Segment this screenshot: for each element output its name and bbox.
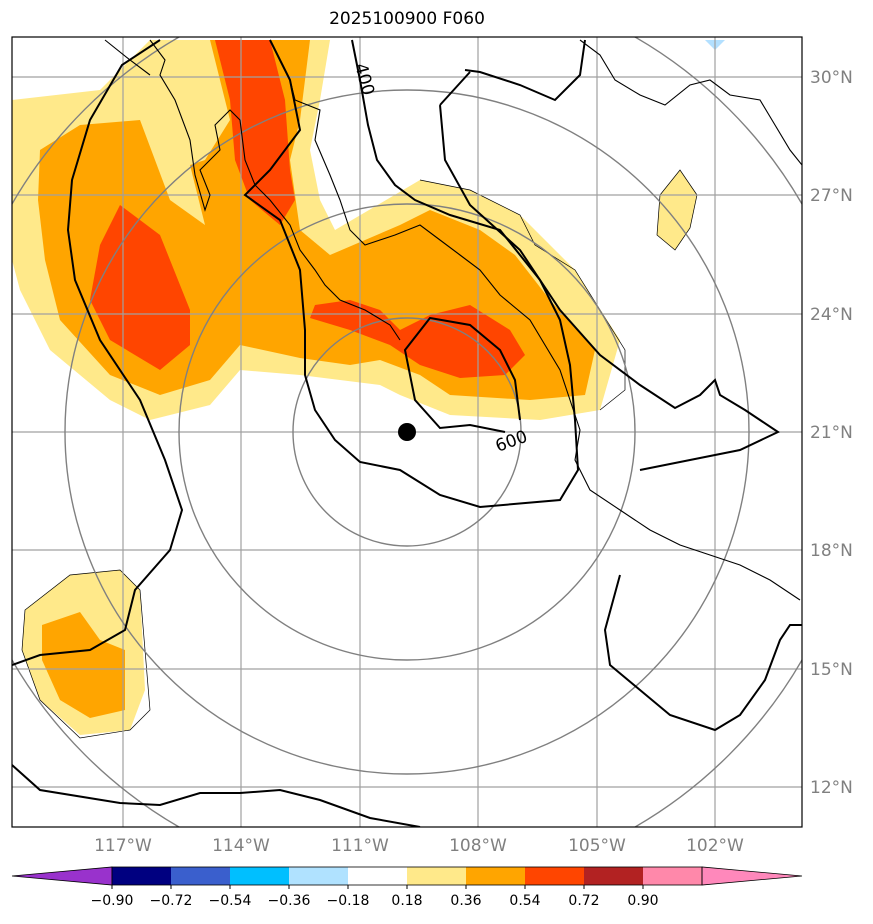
contour-east bbox=[464, 39, 586, 102]
range-ring-1 bbox=[292, 317, 522, 547]
figure-title: 2025100900 F060 bbox=[329, 9, 485, 29]
colorbar-tick-label: 0.18 bbox=[391, 893, 422, 909]
lon-label-105: 105°W bbox=[568, 836, 626, 856]
shade-red-region-west bbox=[90, 205, 190, 370]
coast-mainland-west bbox=[269, 39, 801, 601]
shade-red-region-north bbox=[215, 40, 295, 225]
contour-east-2 bbox=[439, 71, 781, 471]
map-border bbox=[11, 36, 803, 828]
coast-mainland-north bbox=[579, 39, 802, 166]
lon-label-117: 117°W bbox=[94, 836, 152, 856]
colorbar-tick-label: 0.72 bbox=[568, 893, 599, 909]
lat-label-27: 27°N bbox=[810, 186, 853, 206]
contour-label-400: 400 bbox=[350, 61, 378, 98]
colorbar-tick-label: 0.90 bbox=[627, 893, 658, 909]
shade-outline-east bbox=[656, 169, 698, 251]
contour-600 bbox=[403, 316, 521, 433]
contour-southeast bbox=[603, 574, 802, 732]
lat-label-30: 30°N bbox=[810, 68, 853, 88]
colorbar-tick-label: 0.36 bbox=[450, 893, 481, 909]
contour-west bbox=[12, 39, 184, 666]
shade-east-yellow bbox=[657, 170, 697, 250]
colorbar-tick-label: −0.72 bbox=[150, 893, 193, 909]
contour-south bbox=[12, 764, 421, 827]
lon-labels: 117°W 114°W 111°W 108°W 105°W 102°W bbox=[94, 836, 744, 856]
geopotential-contours bbox=[12, 39, 802, 827]
colorbar-tick-label: −0.90 bbox=[91, 893, 134, 909]
lat-label-15: 15°N bbox=[810, 660, 853, 680]
range-ring-3 bbox=[64, 89, 750, 775]
contour-400 bbox=[243, 39, 580, 509]
lat-labels: 30°N 27°N 24°N 21°N 18°N 15°N 12°N bbox=[810, 68, 853, 798]
lon-label-114: 114°W bbox=[212, 836, 270, 856]
lat-label-18: 18°N bbox=[810, 541, 853, 561]
colorbar-tick-label: −0.54 bbox=[209, 893, 252, 909]
colorbar-tick-label: 0.54 bbox=[509, 893, 540, 909]
map-content: 400 600 bbox=[12, 37, 802, 827]
colorbar-labels: −0.90 −0.72 −0.54 −0.36 −0.18 0.18 0.36 0.54 0.7… bbox=[91, 885, 659, 909]
lat-label-24: 24°N bbox=[810, 305, 853, 325]
lon-label-108: 108°W bbox=[449, 836, 507, 856]
range-ring-2 bbox=[178, 203, 636, 661]
range-rings bbox=[12, 37, 802, 827]
map-panel: 400 600 30°N 27°N 24°N 21°N 18°N 15°N 12… bbox=[11, 36, 853, 856]
colorbar-tick-label: −0.18 bbox=[327, 893, 370, 909]
colorbar-tick-label: −0.36 bbox=[268, 893, 311, 909]
coast-baja bbox=[149, 39, 401, 341]
shade-southwest-orange bbox=[42, 612, 125, 718]
lon-label-102: 102°W bbox=[686, 836, 744, 856]
center-marker bbox=[398, 423, 416, 441]
shaded-field bbox=[12, 40, 725, 735]
lat-label-12: 12°N bbox=[810, 778, 853, 798]
lon-label-111: 111°W bbox=[331, 836, 389, 856]
lat-label-21: 21°N bbox=[810, 423, 853, 443]
coastlines bbox=[104, 39, 802, 601]
shade-red-region-central bbox=[310, 300, 525, 378]
